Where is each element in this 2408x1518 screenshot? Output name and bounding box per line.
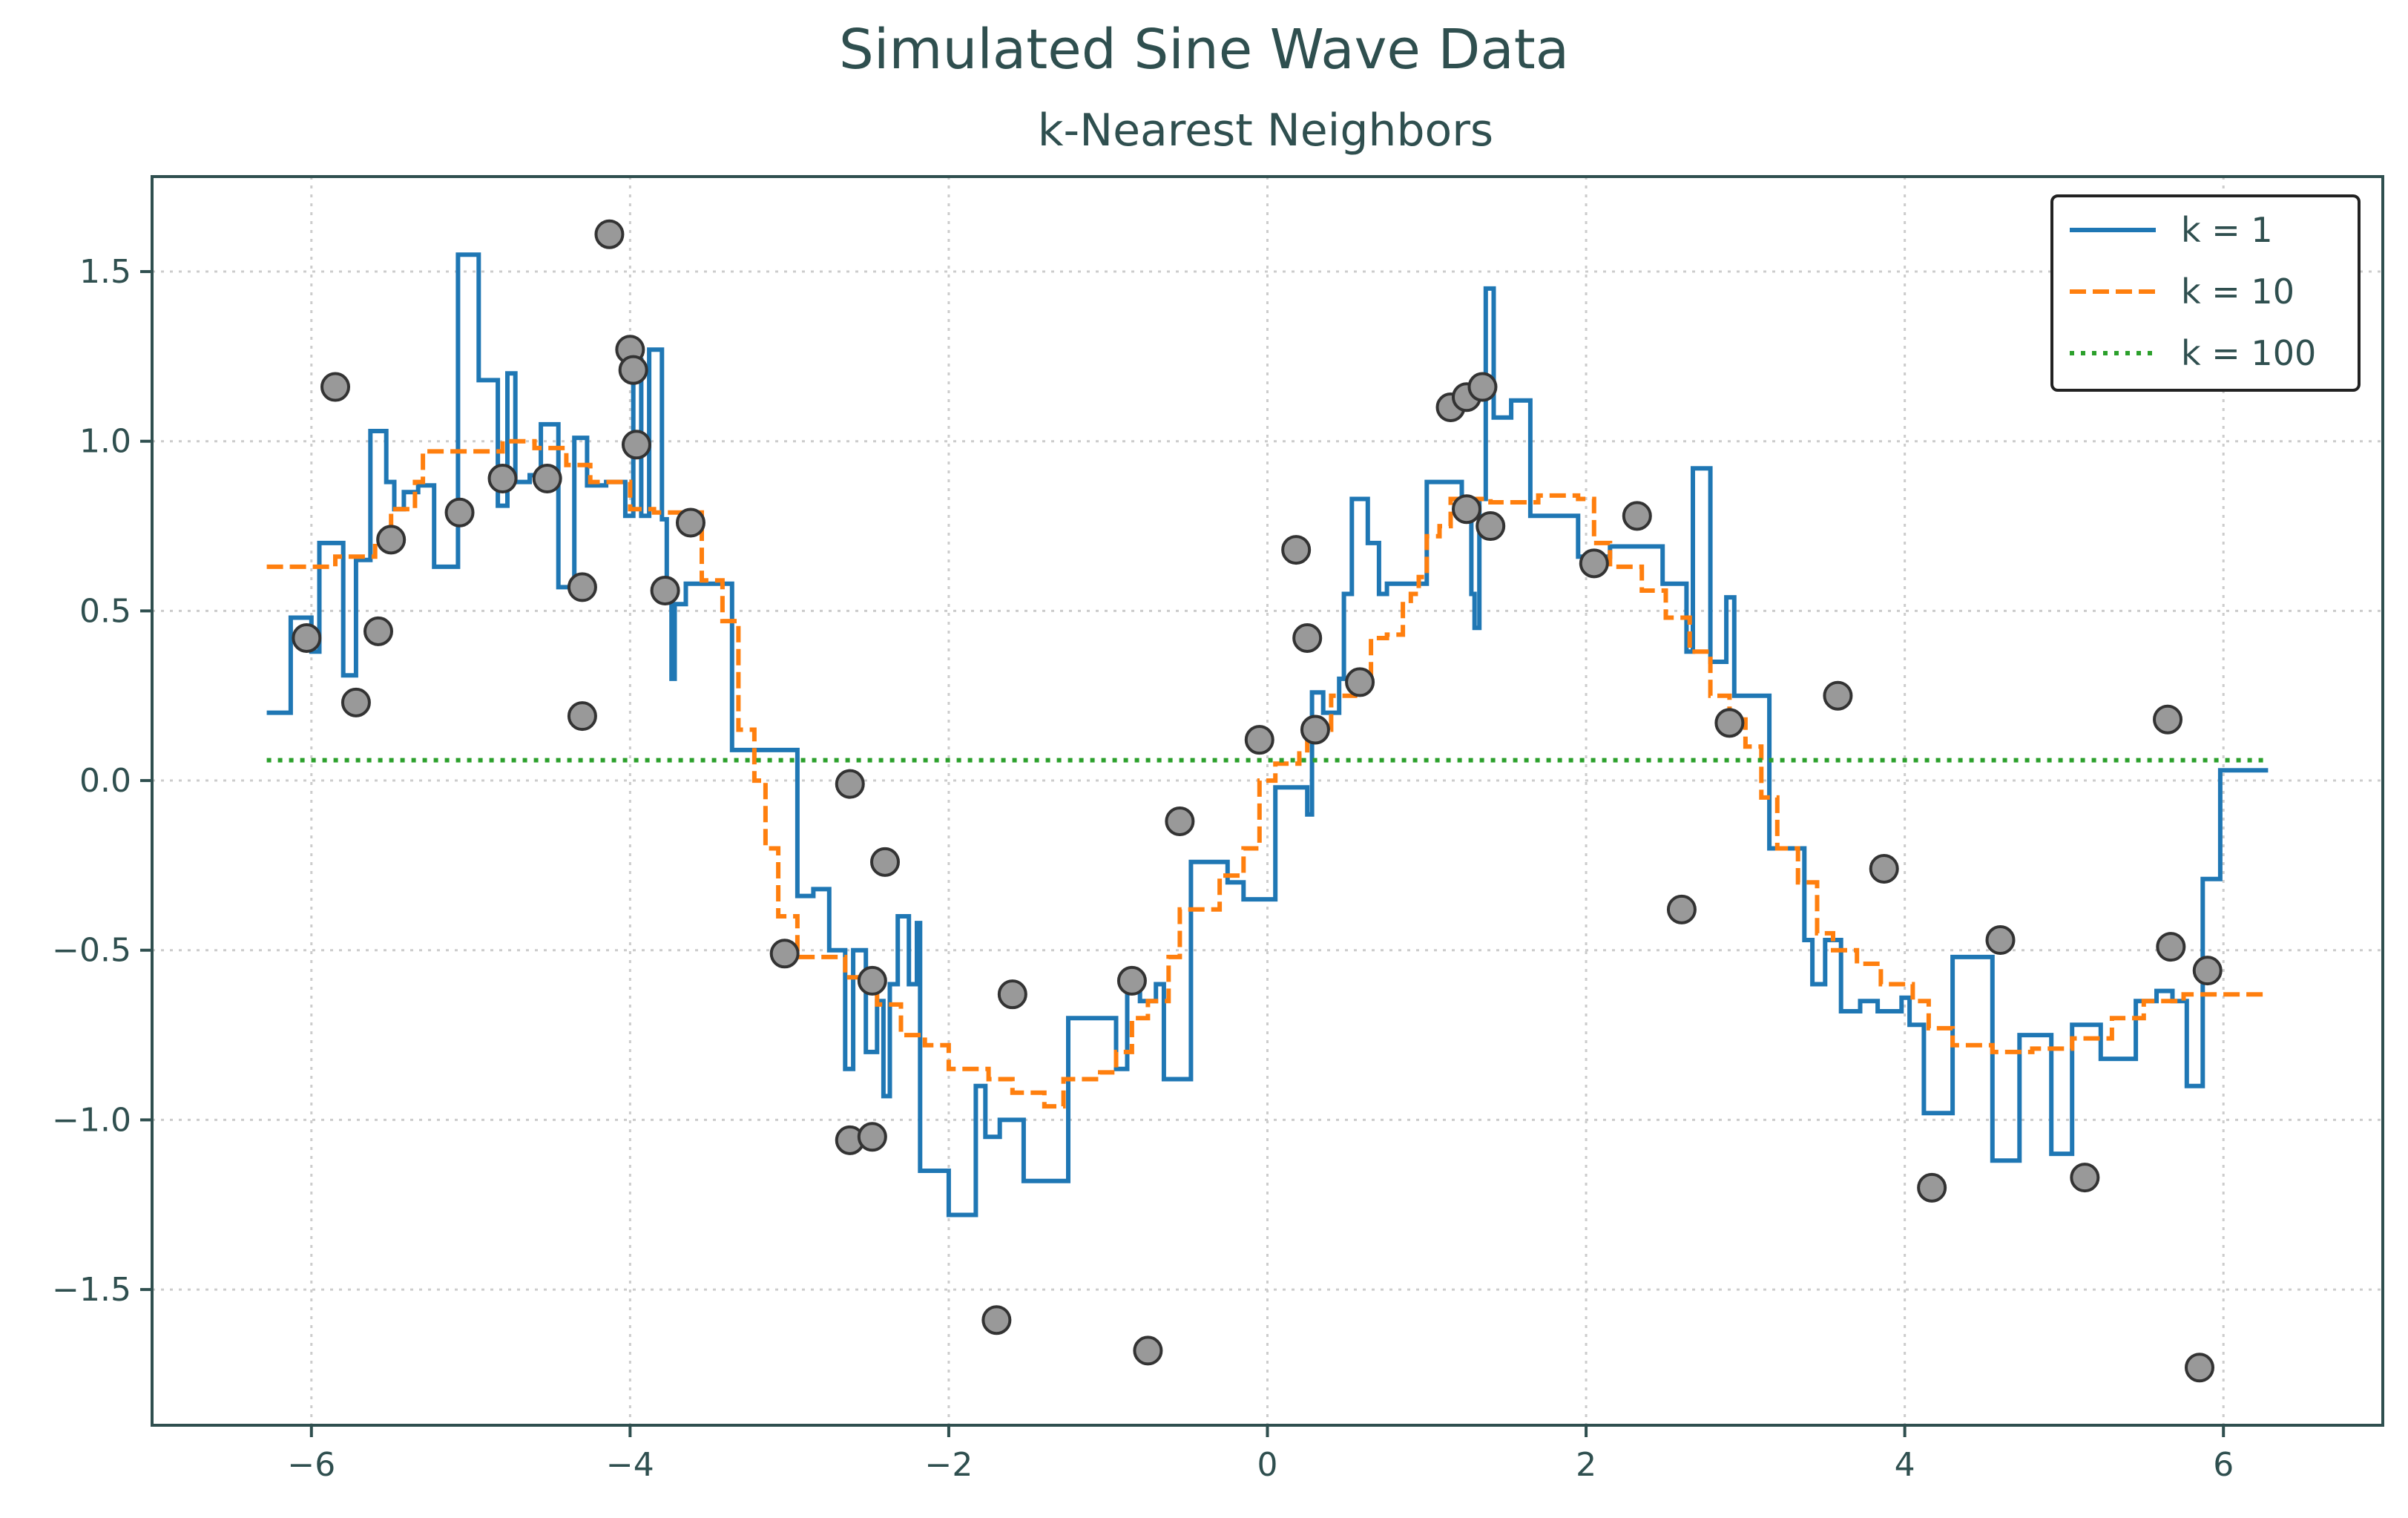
legend-label-k10: k = 10: [2181, 272, 2294, 312]
data-points: [292, 219, 2223, 1383]
series-layer: [266, 252, 2269, 1218]
legend: k = 1 k = 10 k = 100: [2050, 194, 2361, 392]
scatter-point: [1116, 965, 1147, 996]
scatter-point: [675, 507, 705, 538]
legend-label-k1: k = 1: [2181, 210, 2273, 250]
scatter-point: [1579, 548, 1609, 579]
scatter-point: [2156, 932, 2186, 962]
scatter-point: [487, 464, 518, 494]
scatter-point: [363, 616, 393, 646]
x-tick-label: 0: [1257, 1446, 1278, 1484]
series-line-k10: [266, 438, 2269, 1109]
scatter-point: [1451, 494, 1481, 525]
scatter-point: [444, 497, 475, 528]
scatter-point: [1714, 708, 1745, 738]
scatter-point: [1165, 806, 1195, 836]
x-tick-label: −2: [924, 1446, 973, 1484]
scatter-point: [594, 219, 625, 249]
legend-label-k100: k = 100: [2181, 333, 2316, 373]
scatter-point: [1467, 372, 1498, 402]
y-tick-label: −1.5: [52, 1271, 131, 1309]
scatter-point: [320, 372, 351, 402]
scatter-point: [857, 965, 887, 996]
scatter-point: [1281, 535, 1312, 565]
scatter-point: [1985, 925, 2016, 956]
series-line-k1: [266, 252, 2269, 1218]
scatter-point: [835, 769, 865, 799]
y-tick-label: −0.5: [52, 932, 131, 970]
scatter-point: [1133, 1335, 1163, 1366]
chart-title: Simulated Sine Wave Data: [839, 18, 1569, 82]
x-tick-label: 6: [2213, 1446, 2234, 1484]
scatter-point: [376, 525, 407, 555]
scatter-point: [1292, 622, 1323, 653]
scatter-point: [341, 687, 371, 717]
scatter-point: [1244, 725, 1274, 755]
y-tick-label: 1.5: [79, 253, 131, 291]
scatter-point: [1345, 667, 1375, 697]
chart-subtitle: k-Nearest Neighbors: [1038, 105, 1493, 157]
axis-ticks: −6 −4 −2 0 2 4 6 −1.5 −1.0 −0.5 0.0 0.5 1.0 1.5: [52, 253, 2234, 1484]
legend-box: [2050, 194, 2361, 392]
scatter-point: [1823, 680, 1853, 711]
scatter-point: [1300, 714, 1330, 745]
x-tick-label: −4: [606, 1446, 654, 1484]
scatter-point: [292, 622, 322, 653]
scatter-point: [2153, 704, 2183, 735]
scatter-point: [532, 464, 562, 494]
grid-lines: [152, 177, 2383, 1425]
y-tick-label: −1.0: [52, 1101, 131, 1139]
scatter-point: [1666, 894, 1697, 924]
scatter-point: [2192, 956, 2223, 986]
scatter-point: [650, 575, 680, 605]
x-tick-label: 4: [1895, 1446, 1915, 1484]
scatter-point: [1622, 501, 1652, 531]
scatter-point: [857, 1122, 887, 1152]
plot-frame: [151, 175, 2384, 1427]
scatter-point: [997, 979, 1027, 1010]
scatter-point: [2184, 1353, 2214, 1383]
y-tick-label: 1.0: [79, 423, 131, 461]
y-tick-label: 0.0: [79, 762, 131, 800]
y-tick-label: 0.5: [79, 592, 131, 630]
scatter-point: [2070, 1163, 2100, 1193]
scatter-point: [567, 572, 597, 602]
scatter-point: [981, 1305, 1012, 1335]
scatter-point: [870, 847, 901, 877]
scatter-point: [567, 701, 597, 732]
scatter-point: [621, 430, 651, 460]
scatter-point: [769, 939, 800, 969]
scatter-point: [1476, 511, 1506, 542]
scatter-point: [1869, 853, 1899, 884]
x-tick-label: −6: [287, 1446, 335, 1484]
scatter-point: [1917, 1172, 1947, 1203]
x-tick-label: 2: [1576, 1446, 1596, 1484]
scatter-point: [618, 355, 648, 385]
